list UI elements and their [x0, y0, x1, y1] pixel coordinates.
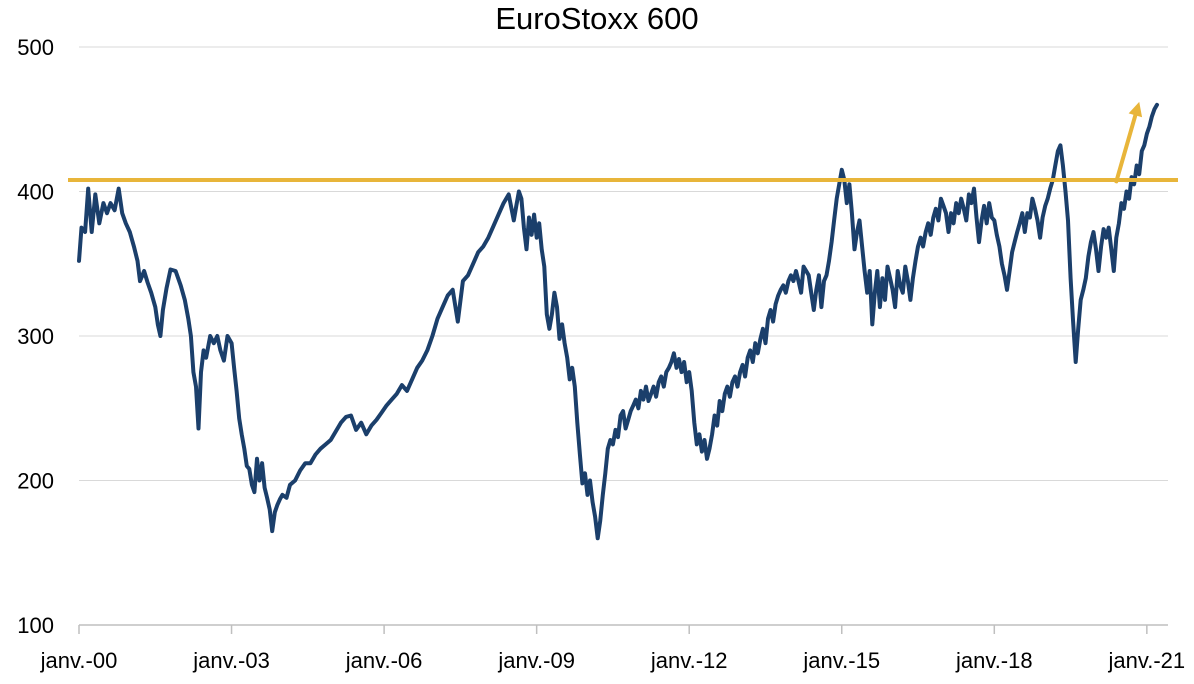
x-tick-label: janv.-21 — [1108, 648, 1186, 673]
x-tick-label: janv.-15 — [802, 648, 880, 673]
x-tick-label: janv.-06 — [345, 648, 423, 673]
y-tick-label: 200 — [17, 469, 54, 494]
trend-arrow-shaft — [1114, 113, 1138, 184]
chart-title: EuroStoxx 600 — [495, 1, 699, 36]
y-tick-label: 500 — [17, 35, 54, 60]
y-tick-label: 300 — [17, 324, 54, 349]
y-tick-label: 100 — [17, 613, 54, 638]
x-tick-label: janv.-03 — [192, 648, 270, 673]
y-tick-label: 400 — [17, 180, 54, 205]
x-tick-label: janv.-09 — [497, 648, 575, 673]
trend-arrow-head — [1128, 101, 1143, 118]
x-tick-label: janv.-18 — [955, 648, 1033, 673]
x-tick-label: janv.-12 — [650, 648, 728, 673]
x-tick-label: janv.-00 — [40, 648, 118, 673]
index-series-line — [77, 102, 1159, 541]
